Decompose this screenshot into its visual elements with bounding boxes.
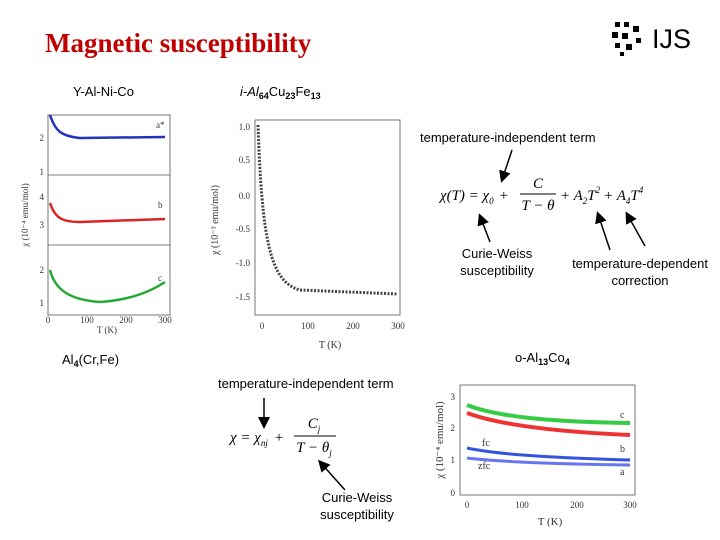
arrow <box>625 211 646 247</box>
x-axis-label: T (K) <box>538 516 563 528</box>
curve-label: a* <box>156 120 165 130</box>
curve <box>48 269 166 304</box>
x-tick-label: 300 <box>623 500 637 510</box>
title: Magnetic susceptibility <box>45 28 312 58</box>
formula: + A2T2 + A4T4 <box>560 185 644 206</box>
formula-denominator: T − θj <box>296 440 332 458</box>
formula-denominator: T − θ <box>521 198 555 214</box>
panel-label: i-Al64Cu23Fe13 <box>240 84 321 101</box>
y-tick-label: 1 <box>40 298 45 308</box>
arrow <box>595 211 611 251</box>
note: temperature-independent term <box>218 376 394 391</box>
y-tick-label: 1 <box>451 455 456 465</box>
logo-dots <box>612 22 641 56</box>
panel-label: Al4(Cr,Fe) <box>62 352 119 369</box>
curve <box>466 403 631 425</box>
curve-label: b <box>158 200 163 210</box>
curve <box>48 202 166 224</box>
curve-label: c <box>158 273 162 283</box>
y-axis-label: χ (10⁻³ emu/mol) <box>210 185 221 256</box>
note: Curie-Weiss <box>322 490 393 505</box>
curve-label: zfc <box>478 461 491 472</box>
plot-i-alcufe: χ (10⁻³ emu/mol) T (K) <box>210 119 401 351</box>
x-tick-label: 0 <box>260 321 265 331</box>
arrow <box>499 149 513 183</box>
y-tick-label: 3 <box>40 220 45 230</box>
logo-text: IJS <box>652 24 691 54</box>
curve-label: fc <box>482 438 490 449</box>
y-tick-label: -0.5 <box>236 224 251 234</box>
y-tick-label: 4 <box>40 192 45 202</box>
y-tick-label: 1.0 <box>239 122 251 132</box>
y-axis-label: χ (10⁻⁴ emu/mol) <box>434 401 446 480</box>
y-tick-label: -1.5 <box>236 292 251 302</box>
formula-numerator: C <box>533 176 544 192</box>
y-tick-label: 0.0 <box>239 191 251 201</box>
curve <box>466 411 631 437</box>
x-tick-label: 100 <box>80 315 94 325</box>
y-tick-label: 1 <box>40 167 45 177</box>
formula: χ(T) = χ0 + <box>438 188 509 206</box>
y-tick-label: 2 <box>40 265 45 275</box>
note: temperature-dependent <box>572 256 708 271</box>
formula-numerator: Cj <box>308 416 321 434</box>
formula: χ = χnj + <box>228 430 284 448</box>
curve-label: a <box>620 467 625 478</box>
curve <box>256 124 399 296</box>
curve <box>466 446 631 462</box>
y-tick-label: 2 <box>40 133 45 143</box>
x-tick-label: 200 <box>119 315 133 325</box>
note: temperature-independent term <box>420 130 596 145</box>
x-tick-label: 100 <box>301 321 315 331</box>
x-tick-label: 300 <box>391 321 405 331</box>
note: correction <box>611 273 668 288</box>
curve <box>48 114 166 140</box>
x-tick-label: 200 <box>346 321 360 331</box>
y-tick-label: 3 <box>451 392 456 402</box>
y-tick-label: 0 <box>451 488 456 498</box>
x-axis-label: T (K) <box>319 340 341 351</box>
x-tick-label: 0 <box>46 315 51 325</box>
y-axis-label: χ (10⁻⁴ emu/mol) <box>20 183 30 247</box>
note: susceptibility <box>460 263 534 278</box>
panel-label: Y-Al-Ni-Co <box>73 84 134 99</box>
plot-o-alco: χ (10⁻⁴ emu/mol) T (K) <box>434 384 636 528</box>
x-tick-label: 100 <box>515 500 529 510</box>
y-tick-label: 2 <box>451 423 456 433</box>
x-tick-label: 200 <box>570 500 584 510</box>
y-tick-label: -1.0 <box>236 258 251 268</box>
plot-y-alnico: χ (10⁻⁴ emu/mol) T (K) <box>20 114 171 335</box>
curve <box>466 456 631 467</box>
note: susceptibility <box>320 507 394 522</box>
x-tick-label: 300 <box>158 315 172 325</box>
x-axis-label: T (K) <box>97 325 117 335</box>
arrow <box>318 459 346 491</box>
panel-label: o-Al13Co4 <box>515 350 570 367</box>
note: Curie-Weiss <box>462 246 533 261</box>
curve-label: b <box>620 444 625 455</box>
x-tick-label: 0 <box>465 500 470 510</box>
y-tick-label: 0.5 <box>239 155 251 165</box>
curve-label: c <box>620 410 625 421</box>
arrow <box>477 213 491 243</box>
